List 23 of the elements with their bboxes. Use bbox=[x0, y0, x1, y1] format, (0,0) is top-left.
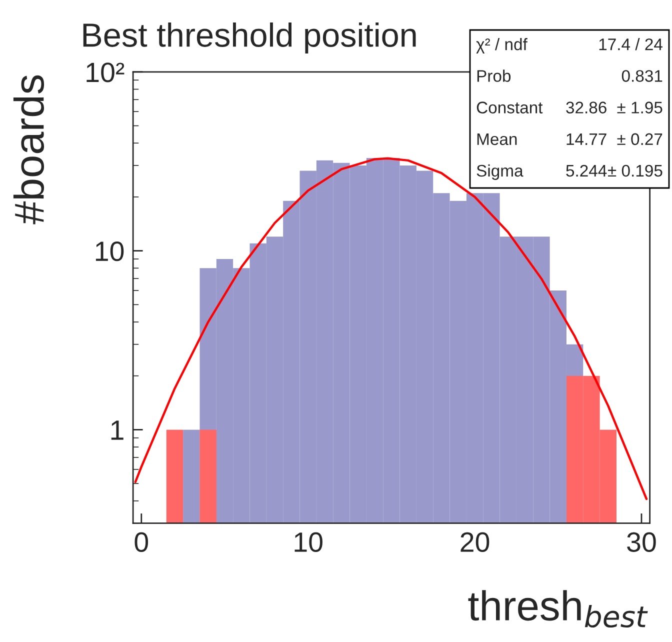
annotation: 14.77 bbox=[566, 133, 606, 145]
text: χ² / ndf bbox=[476, 38, 528, 54]
y-axis-title: #boards bbox=[13, 75, 44, 224]
annotation: Mean bbox=[477, 133, 517, 146]
annotation: Sigma bbox=[476, 164, 524, 180]
x-axis-title: thresh$_{best}$ bbox=[468, 590, 648, 628]
annotation: ± 0.195 bbox=[608, 164, 662, 177]
text: 17.4 / 24 bbox=[599, 38, 662, 50]
y-tick-label: 10 bbox=[96, 241, 124, 262]
annotation: 32.86 bbox=[566, 102, 606, 114]
x-tick-label: 20 bbox=[460, 532, 490, 552]
annotation: Constant bbox=[476, 102, 543, 114]
annotation: ± 1.95 bbox=[617, 102, 662, 114]
annotation: ± 0.27 bbox=[617, 133, 662, 146]
x-tick-label: 30 bbox=[627, 532, 656, 552]
chart-title: Best threshold position bbox=[83, 22, 416, 54]
x-tick-label: 10 bbox=[294, 532, 322, 552]
annotation: 5.244 bbox=[566, 164, 607, 177]
y-tick-label: 10² bbox=[86, 62, 124, 82]
annotation: 0.831 bbox=[622, 70, 662, 82]
x-tick-label: 0 bbox=[134, 532, 148, 552]
annotation: Prob bbox=[477, 70, 511, 82]
y-tick-label: 1 bbox=[111, 420, 124, 440]
